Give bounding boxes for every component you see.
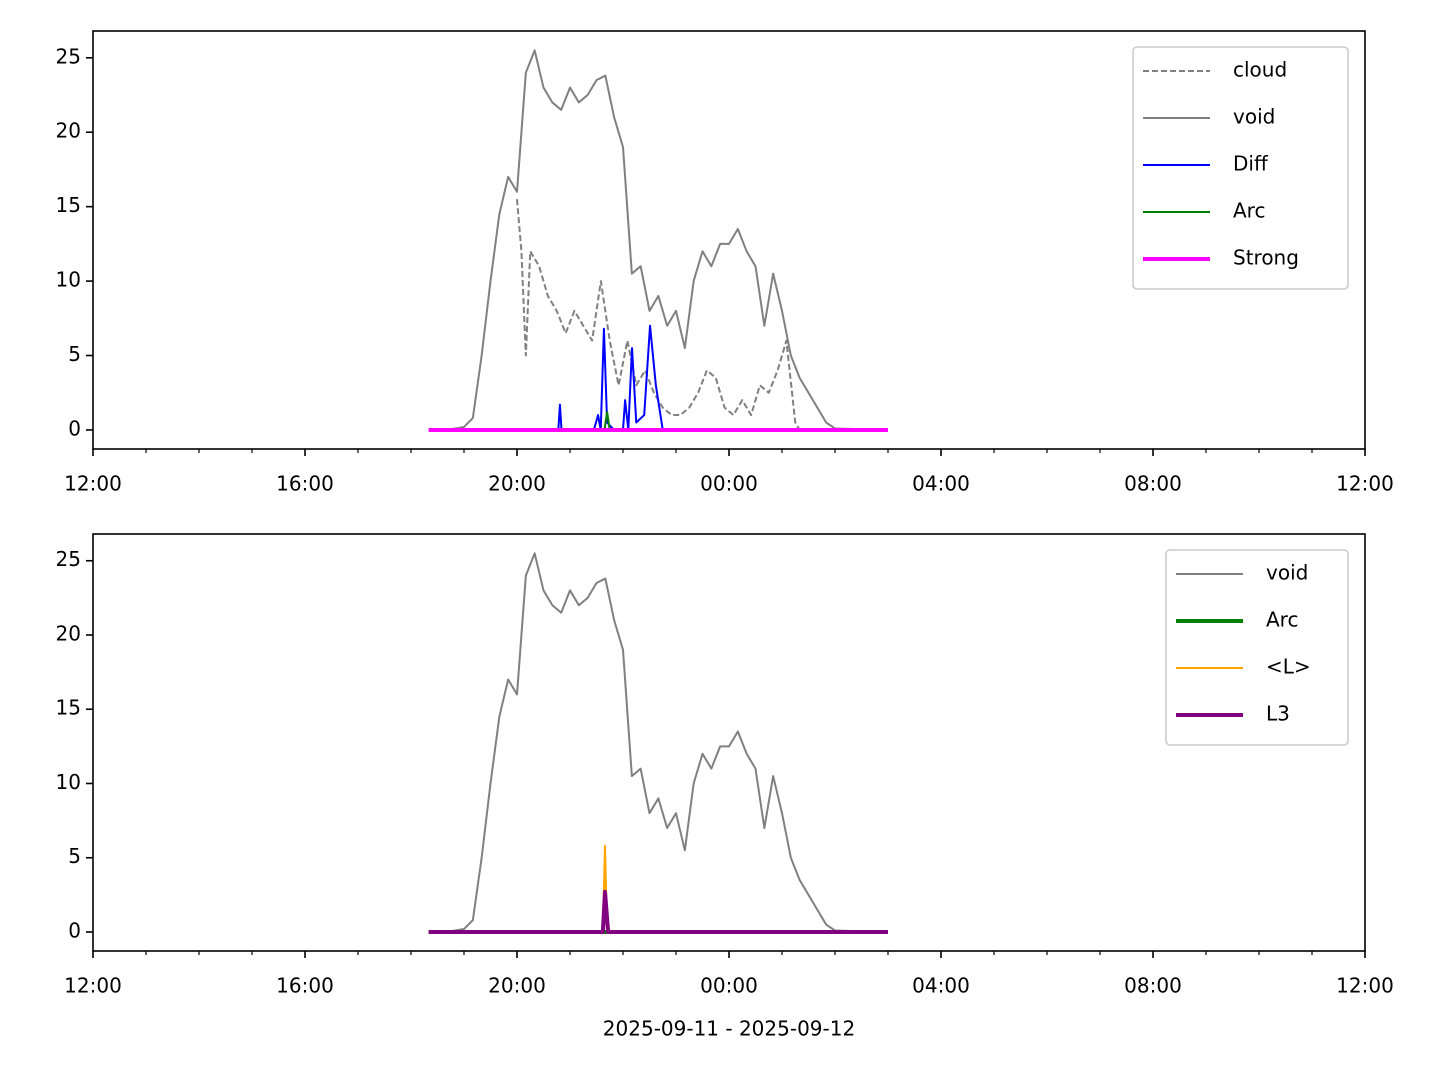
x-tick-label: 04:00 xyxy=(912,974,970,998)
x-tick-label: 12:00 xyxy=(1336,472,1394,496)
x-tick-label: 08:00 xyxy=(1124,472,1182,496)
series-line xyxy=(428,552,889,933)
legend-label: Strong xyxy=(1233,246,1299,270)
legend-label: Arc xyxy=(1266,608,1298,632)
series-line xyxy=(428,844,888,933)
series-line xyxy=(516,199,801,431)
x-tick-label: 20:00 xyxy=(488,974,546,998)
y-tick-label: 20 xyxy=(56,119,81,143)
legend-label: Diff xyxy=(1233,152,1269,176)
x-tick-label: 12:00 xyxy=(1336,974,1394,998)
legend-label: L3 xyxy=(1266,702,1290,726)
legend-label: void xyxy=(1266,561,1308,585)
x-tick-label: 08:00 xyxy=(1124,974,1182,998)
x-tick-label: 00:00 xyxy=(700,472,758,496)
legend-label: cloud xyxy=(1233,58,1287,82)
y-tick-label: 20 xyxy=(56,621,81,645)
x-axis-label: 2025-09-11 - 2025-09-12 xyxy=(603,1017,855,1041)
x-tick-label: 12:00 xyxy=(64,472,122,496)
legend-box xyxy=(1165,549,1349,746)
x-tick-label: 00:00 xyxy=(700,974,758,998)
x-tick-label: 16:00 xyxy=(276,472,334,496)
y-tick-label: 5 xyxy=(68,844,81,868)
x-tick-label: 12:00 xyxy=(64,974,122,998)
legend-label: <L> xyxy=(1266,655,1311,679)
series-line xyxy=(428,49,889,431)
y-tick-label: 0 xyxy=(68,416,81,440)
y-tick-label: 10 xyxy=(56,268,81,292)
y-tick-label: 5 xyxy=(68,342,81,366)
y-tick-label: 25 xyxy=(56,547,81,571)
legend-box xyxy=(1132,46,1349,290)
series-line xyxy=(428,411,888,431)
y-tick-label: 0 xyxy=(68,918,81,942)
x-tick-label: 16:00 xyxy=(276,974,334,998)
y-tick-label: 25 xyxy=(56,44,81,68)
legend-label: Arc xyxy=(1233,199,1265,223)
series-line xyxy=(557,324,664,431)
y-tick-label: 15 xyxy=(56,193,81,217)
x-tick-label: 04:00 xyxy=(912,472,970,496)
y-tick-label: 15 xyxy=(56,696,81,720)
series-line xyxy=(428,889,888,934)
x-tick-label: 20:00 xyxy=(488,472,546,496)
legend-label: void xyxy=(1233,105,1275,129)
y-tick-label: 10 xyxy=(56,770,81,794)
